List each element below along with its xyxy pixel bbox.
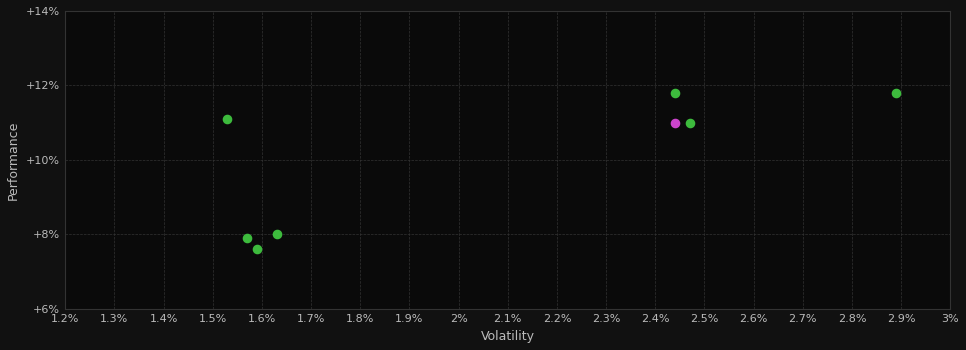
- Y-axis label: Performance: Performance: [7, 120, 20, 200]
- Point: [219, 116, 235, 122]
- Point: [668, 90, 683, 96]
- X-axis label: Volatility: Volatility: [481, 330, 535, 343]
- Point: [889, 90, 904, 96]
- Point: [269, 232, 284, 237]
- Point: [668, 120, 683, 126]
- Point: [682, 120, 697, 126]
- Point: [240, 235, 255, 241]
- Point: [249, 246, 265, 252]
